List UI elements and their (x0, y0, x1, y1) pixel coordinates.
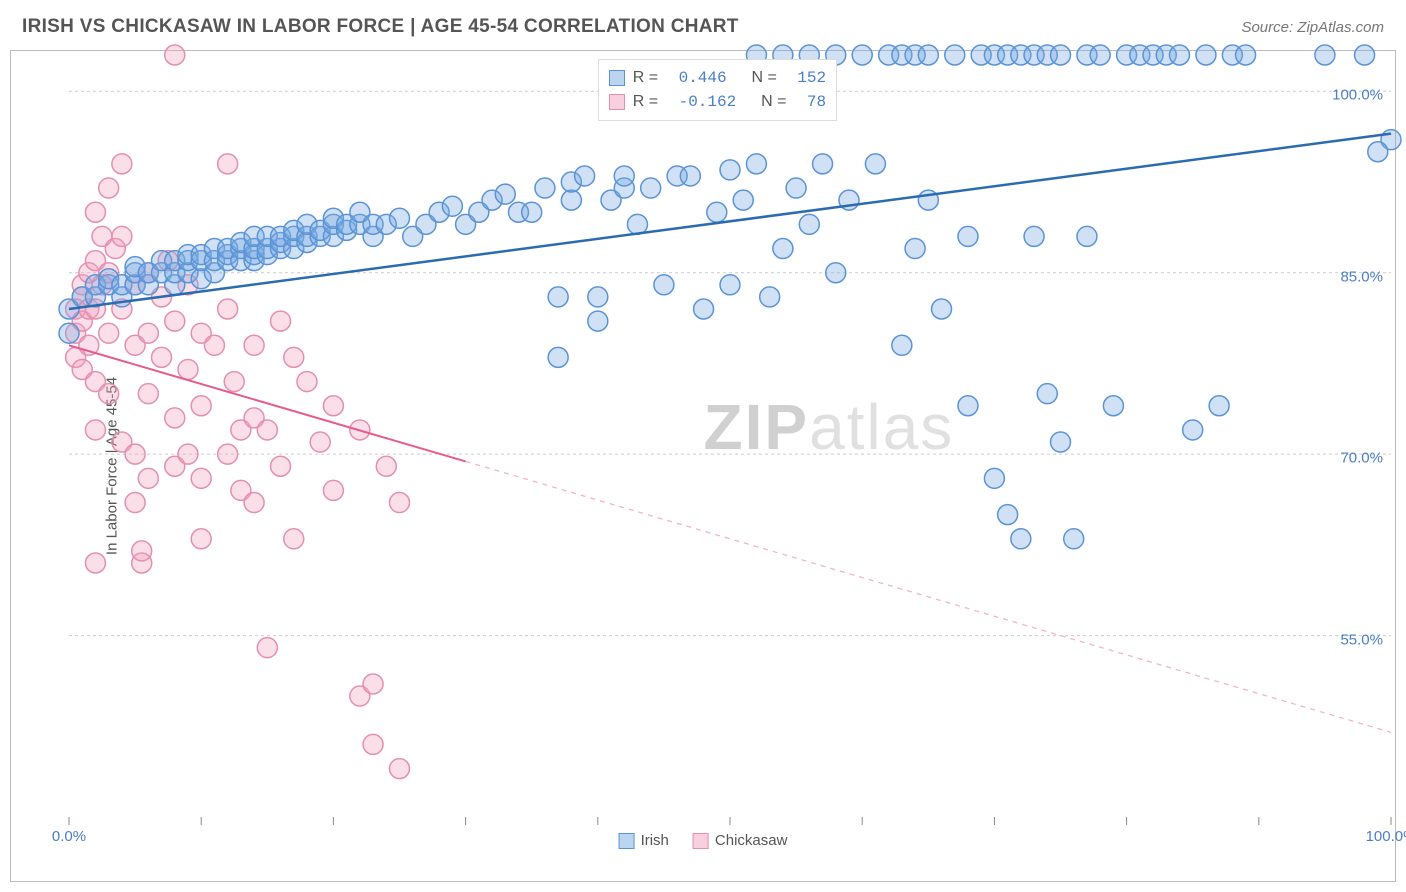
swatch-irish-icon (609, 70, 625, 86)
x-tick-label: 100.0% (1366, 828, 1406, 845)
trendlines (69, 55, 1391, 817)
legend-chickasaw: Chickasaw (693, 832, 788, 849)
chart-title: IRISH VS CHICKASAW IN LABOR FORCE | AGE … (22, 16, 739, 38)
chart-container: In Labor Force | Age 45-54 ZIPatlas R = … (10, 50, 1396, 882)
stats-box: R = 0.446 N = 152 R = -0.162 N = 78 (598, 59, 837, 121)
swatch-irish-icon (619, 833, 635, 849)
chart-source: Source: ZipAtlas.com (1241, 19, 1384, 36)
swatch-chickasaw-icon (693, 833, 709, 849)
x-tick-label: 0.0% (52, 828, 86, 845)
plot-area: ZIPatlas R = 0.446 N = 152 R = -0.162 N … (69, 55, 1391, 817)
y-tick-label: 70.0% (1340, 450, 1383, 467)
legend-irish: Irish (619, 832, 669, 849)
y-tick-label: 55.0% (1340, 631, 1383, 648)
legend: Irish Chickasaw (619, 832, 788, 849)
y-tick-label: 85.0% (1340, 268, 1383, 285)
swatch-chickasaw-icon (609, 94, 625, 110)
y-tick-label: 100.0% (1332, 87, 1383, 104)
